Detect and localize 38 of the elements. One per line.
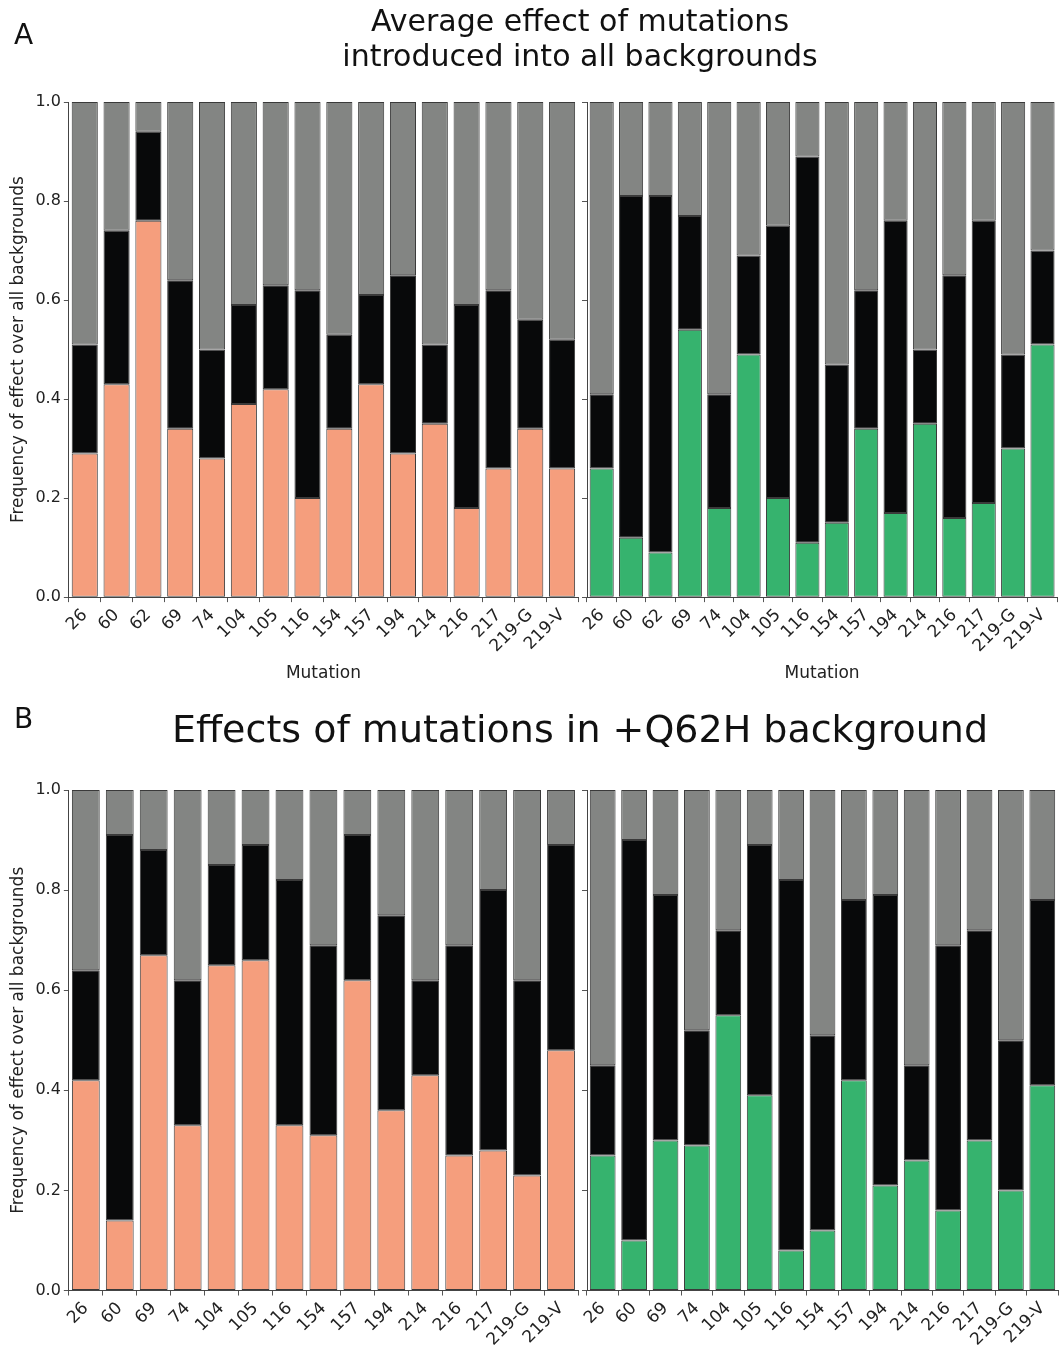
y-tick-label: 0.0	[35, 1279, 61, 1299]
y-tick-label: 1.0	[35, 91, 61, 111]
text: B	[14, 702, 34, 735]
x-tick-label: 69	[156, 604, 187, 634]
x-tick-label: 74	[673, 1297, 703, 1328]
x-tick-label: 26	[61, 604, 91, 634]
y-axis-title: Frequency of effect over all backgrounds	[6, 175, 27, 524]
chart-title: Average effect of mutations introduced into all backgrounds	[341, 3, 819, 73]
x-tick-label: 194	[360, 1297, 398, 1335]
y-tick-label: 0.6	[35, 979, 61, 999]
x-tick-label: 26	[579, 1297, 609, 1328]
y-tick-label: 1.0	[35, 779, 61, 799]
y-axis-title: Frequency of effect over all backgrounds	[6, 866, 27, 1214]
y-tick-label: 0.4	[35, 388, 61, 408]
y-tick-label: 0.2	[35, 1179, 61, 1199]
text: A	[14, 18, 34, 51]
y-tick-label: 0.2	[35, 487, 61, 507]
y-tick-label: 0.0	[35, 586, 61, 606]
x-tick-label: 154	[292, 1297, 330, 1335]
x-tick-label: 62	[124, 604, 155, 634]
x-tick-label: 62	[636, 604, 667, 634]
x-tick-label: 26	[578, 604, 608, 634]
x-tick-label: 60	[96, 1297, 126, 1328]
x-tick-label: 69	[130, 1297, 160, 1328]
x-tick-label: 194	[371, 604, 409, 642]
y-tick-label: 0.4	[35, 1079, 61, 1099]
x-tick-label: 26	[62, 1297, 92, 1328]
y-tick-label: 0.8	[35, 190, 61, 210]
x-tick-label: 69	[666, 604, 696, 634]
x-tick-label: 69	[642, 1297, 672, 1328]
y-tick-label: 0.8	[35, 879, 61, 899]
y-tick-label: 0.6	[35, 289, 61, 309]
x-tick-label: 60	[610, 1297, 641, 1328]
chart-title: Effects of mutations in +Q62H background	[170, 707, 990, 752]
x-tick-label: 60	[93, 604, 123, 634]
x-tick-label: 60	[607, 604, 638, 634]
x-axis-title: Mutation	[285, 662, 361, 683]
x-axis-title: Mutation	[784, 662, 860, 683]
